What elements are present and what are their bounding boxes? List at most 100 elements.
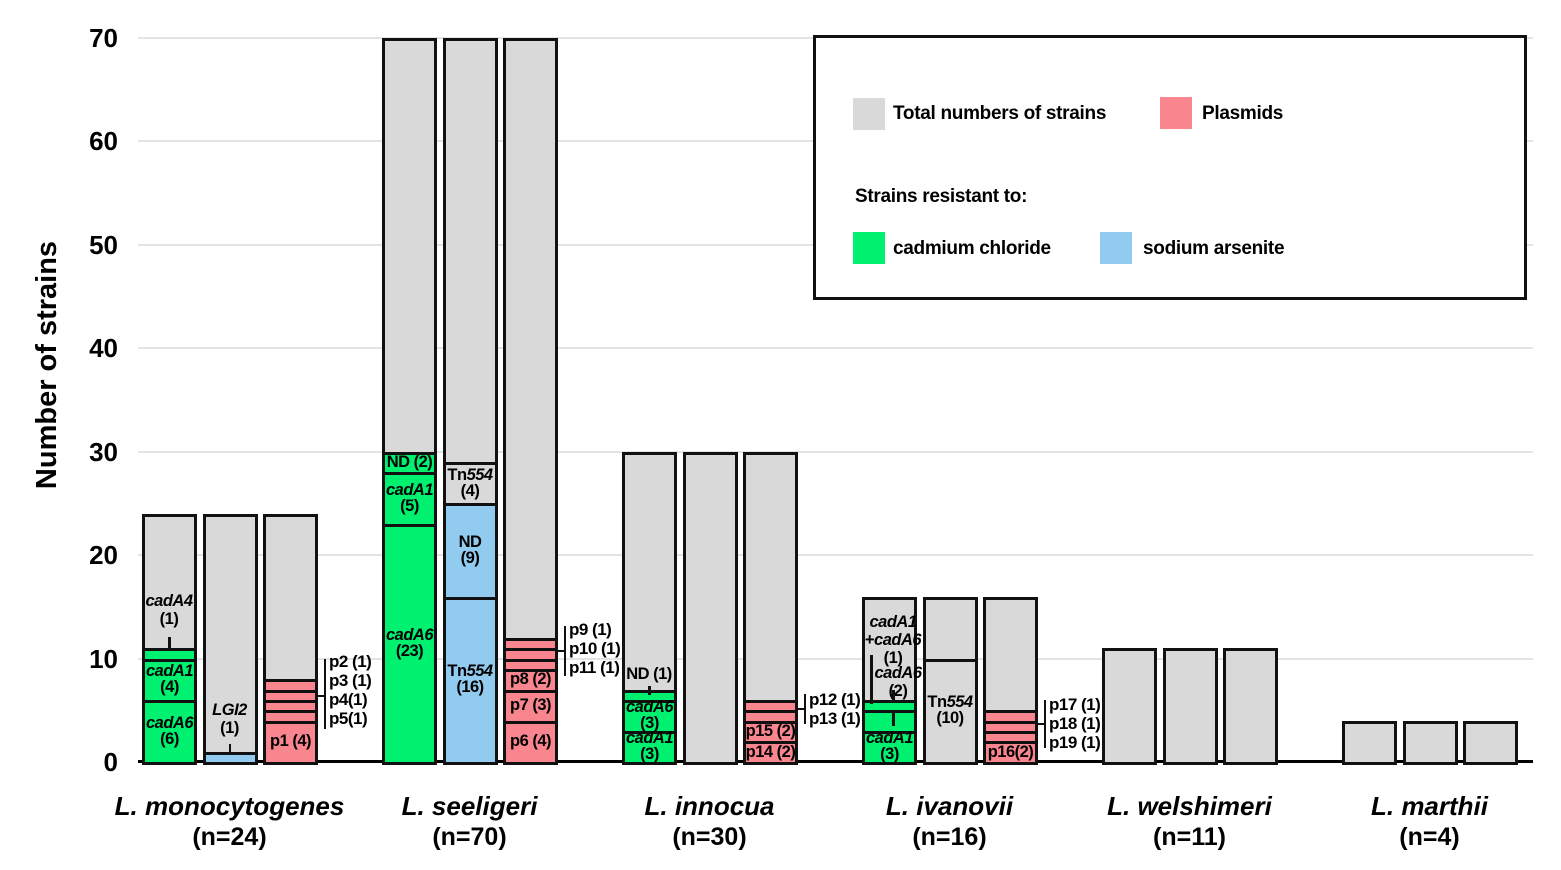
bar-segment xyxy=(263,679,318,690)
segment-label: p15 (2) xyxy=(745,721,796,740)
bar-segment xyxy=(743,710,798,721)
y-tick-label: 40 xyxy=(89,333,118,364)
segment-label: cadA1 (5) xyxy=(385,481,434,516)
bar-cadmium xyxy=(1342,720,1397,765)
bracket-line xyxy=(324,659,326,729)
species-count: (n=24) xyxy=(192,823,267,851)
bracket-label: p2 (1) xyxy=(329,652,372,671)
gridline xyxy=(138,450,1533,453)
bar-segment xyxy=(862,699,917,711)
y-tick-label: 30 xyxy=(89,436,118,467)
bar-segment xyxy=(862,730,917,762)
bar-segment xyxy=(743,699,798,711)
y-tick-label: 10 xyxy=(89,643,118,674)
bar-segment xyxy=(862,710,917,731)
bar-segment xyxy=(263,699,318,711)
segment-label: cadA6 (6) xyxy=(145,713,194,748)
species-name: L. welshimeri xyxy=(1107,791,1272,821)
species-count: (n=70) xyxy=(432,823,507,851)
bracket-label: p3 (1) xyxy=(329,671,372,690)
y-tick-label: 0 xyxy=(103,747,118,777)
bracket-label: p5(1) xyxy=(329,709,368,728)
segment-label: cadA1 (3) xyxy=(625,729,674,764)
species-name: L. marthii xyxy=(1370,791,1488,821)
y-tick-label: 60 xyxy=(89,126,118,157)
x-axis-group-label: L. innocua (n=30) xyxy=(560,791,860,852)
segment-label: cadA1 (3) xyxy=(865,729,914,764)
segment-label: Tn554 (4) xyxy=(447,465,493,500)
bar-segment xyxy=(142,658,197,700)
x-axis-group-label: L. welshimeri (n=11) xyxy=(1040,791,1340,852)
bracket-label: p9 (1) xyxy=(569,620,612,639)
species-name: L. monocytogenes xyxy=(114,791,345,821)
segment-label: p1 (4) xyxy=(269,732,312,751)
segment-label: ND (2) xyxy=(386,453,433,472)
segment-label: Tn554 (10) xyxy=(927,693,973,728)
legend-label-plasmids: Plasmids xyxy=(1202,103,1284,124)
segment-label: cadA6 (3) xyxy=(625,698,674,733)
segment-label: p8 (2) xyxy=(509,670,552,689)
bar-segment xyxy=(503,658,558,669)
species-name: L. ivanovii xyxy=(885,791,1014,821)
bar-segment xyxy=(743,720,798,742)
bar-segment xyxy=(622,730,677,762)
bar-segment xyxy=(382,524,437,762)
species-name: L. innocua xyxy=(644,791,775,821)
bar-segment xyxy=(503,668,558,690)
gridline xyxy=(138,554,1533,557)
bracket-connector xyxy=(796,708,805,710)
bar-segment xyxy=(983,741,1038,762)
annotation-tick xyxy=(870,655,873,704)
bar-segment xyxy=(263,689,318,700)
legend-heading-resistant: Strains resistant to: xyxy=(855,186,1028,207)
segment-float-label: cadA6 (2) xyxy=(874,664,922,700)
y-tick-label: 20 xyxy=(89,540,118,571)
bar-segment xyxy=(142,699,197,762)
bracket-connector xyxy=(316,695,325,697)
segment-float-label: cadA1 +cadA6 (1) xyxy=(864,613,922,667)
legend: Total numbers of strains Plasmids Strain… xyxy=(813,35,1527,300)
gridline xyxy=(138,347,1533,350)
legend-label-total-strains: Total numbers of strains xyxy=(893,103,1107,124)
bar-plasmids xyxy=(1463,720,1518,765)
y-tick-label: 70 xyxy=(89,23,118,53)
bar-arsenite xyxy=(1402,720,1458,765)
bar-segment xyxy=(503,689,558,721)
bar-segment xyxy=(442,462,498,504)
bracket-line xyxy=(564,626,566,676)
bar-segment xyxy=(382,472,437,525)
bar-segment xyxy=(922,658,978,762)
bar-segment xyxy=(983,720,1038,731)
bracket-label: p19 (1) xyxy=(1049,733,1101,752)
segment-label: p16(2) xyxy=(987,742,1034,761)
segment-label: p7 (3) xyxy=(509,696,552,715)
x-axis-line xyxy=(138,760,1533,763)
species-count: (n=11) xyxy=(1153,823,1226,851)
species-count: (n=4) xyxy=(1399,823,1460,851)
segment-label: Tn554 (16) xyxy=(447,662,493,697)
legend-swatch-arsenite xyxy=(1100,232,1132,264)
gridline xyxy=(138,657,1533,660)
bar-segment xyxy=(503,648,558,659)
bracket-label: p17 (1) xyxy=(1049,695,1101,714)
bracket-label: p13 (1) xyxy=(809,709,861,728)
legend-swatch-total-strains xyxy=(853,98,885,130)
bar-segment xyxy=(983,730,1038,742)
segment-label: cadA1 (4) xyxy=(145,662,194,697)
annotation-tick xyxy=(168,637,171,651)
bar-segment xyxy=(442,503,498,597)
segment-float-label: ND (1) xyxy=(626,665,672,683)
bar-segment xyxy=(382,451,437,473)
y-tick-label: 50 xyxy=(89,229,118,260)
bracket-line xyxy=(1044,700,1046,748)
segment-label: cadA6 (23) xyxy=(385,626,434,661)
bracket-label: p11 (1) xyxy=(569,658,620,677)
bracket-label: p4(1) xyxy=(329,690,368,709)
bracket-line xyxy=(804,694,806,724)
species-count: (n=30) xyxy=(672,823,747,851)
bar-arsenite xyxy=(202,513,258,765)
segment-float-label: cadA4 (1) xyxy=(145,592,193,628)
bar-arsenite xyxy=(1162,648,1218,765)
